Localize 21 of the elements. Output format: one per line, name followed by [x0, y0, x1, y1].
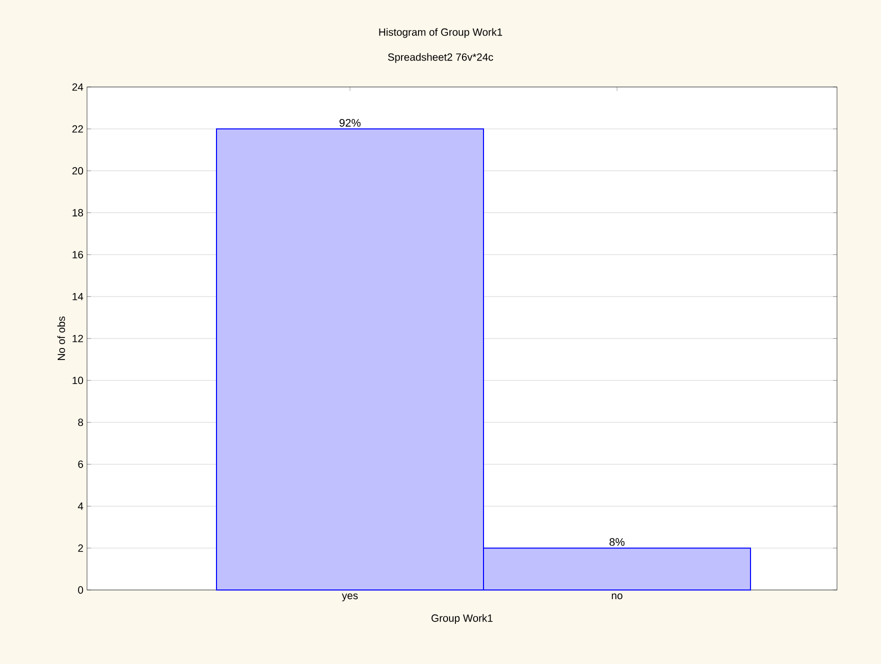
y-tick-label: 2 [78, 544, 83, 552]
y-tick-label: 20 [72, 167, 84, 175]
annotation: 92% [340, 118, 361, 127]
y-tick-label: 18 [72, 209, 84, 216]
y-axis-title: No of obs [57, 316, 66, 360]
y-tick-label: 14 [72, 292, 84, 300]
y-tick-label: 10 [72, 376, 84, 384]
y-tick-label: 0 [78, 586, 84, 594]
y-tick-label: 6 [78, 460, 84, 468]
annotation: 8% [610, 538, 625, 546]
y-tick-label: 16 [72, 250, 84, 258]
x-tick-label: yes [342, 594, 358, 602]
x-axis-title: Group Work1 [432, 614, 492, 624]
y-tick-label: 24 [72, 83, 84, 91]
chart-title: Histogram of Group Work1 [379, 28, 502, 38]
y-tick-label: 22 [72, 125, 83, 133]
y-tick-label: 12 [72, 334, 83, 342]
y-tick-label: 8 [78, 418, 84, 426]
y-tick-label: 4 [78, 502, 84, 510]
chart-subtitle: Spreadsheet2 76v*24c [388, 53, 494, 63]
x-tick-label: no [612, 594, 622, 600]
